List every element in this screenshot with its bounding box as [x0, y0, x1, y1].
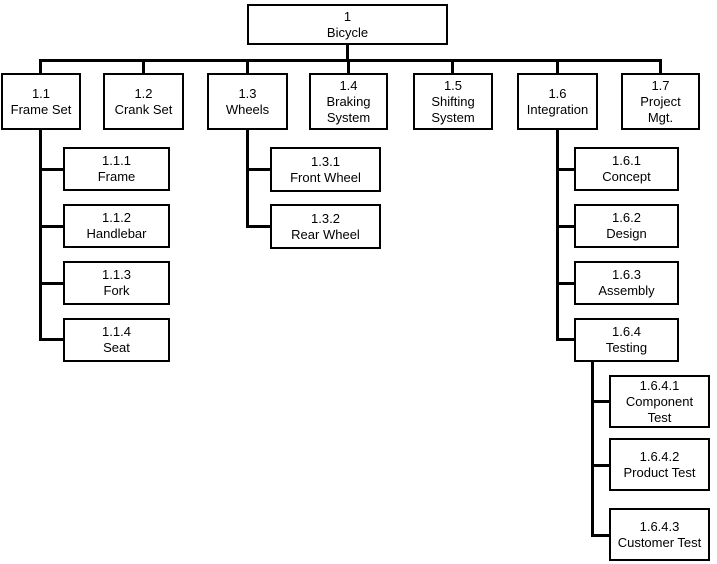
connector-stub-1-6-1: [556, 168, 574, 171]
wbs-node-1-3-1-code: 1.3.1: [311, 153, 340, 169]
wbs-node-1-5: 1.5 Shifting System: [413, 73, 493, 130]
wbs-node-1-6-2-code: 1.6.2: [612, 210, 641, 225]
connector-stub-1-6: [556, 59, 559, 73]
connector-stub-1-6-3: [556, 282, 574, 285]
wbs-node-1-6-4-2: 1.6.4.2 Product Test: [609, 438, 710, 491]
connector-stub-1-6-4-2: [591, 464, 609, 467]
wbs-node-1-3-2-name: Rear Wheel: [291, 226, 360, 242]
connector-stub-1-1-2: [39, 225, 63, 228]
wbs-node-1-1-3: 1.1.3 Fork: [63, 261, 170, 305]
connector-stub-1-3: [246, 59, 249, 73]
connector-stub-1-1-4: [39, 338, 63, 341]
wbs-node-1-5-name: Shifting System: [431, 93, 475, 125]
wbs-node-1-6-name: Integration: [526, 101, 589, 117]
wbs-node-1-4-code: 1.4: [339, 77, 358, 93]
wbs-node-1-7-code: 1.7: [651, 77, 670, 93]
wbs-node-1-2-code: 1.2: [134, 85, 153, 101]
connector-stub-1-3-1: [246, 168, 270, 171]
wbs-node-1-1-2-name: Handlebar: [86, 226, 147, 241]
wbs-node-1: 1 Bicycle: [247, 4, 448, 45]
connector-stub-1-1-3: [39, 282, 63, 285]
wbs-node-1-3-code: 1.3: [238, 85, 257, 101]
wbs-node-1-6-3-name: Assembly: [598, 283, 655, 298]
wbs-node-1-1-2-code: 1.1.2: [102, 210, 131, 225]
wbs-node-1-4: 1.4 Braking System: [309, 73, 388, 130]
wbs-node-1-6-3: 1.6.3 Assembly: [574, 261, 679, 305]
wbs-node-1-6-code: 1.6: [548, 85, 567, 101]
wbs-node-1-1-1-name: Frame: [97, 169, 136, 184]
wbs-node-1-6-2-name: Design: [606, 226, 647, 241]
wbs-node-1-3-2: 1.3.2 Rear Wheel: [270, 204, 381, 249]
wbs-node-1-3: 1.3 Wheels: [207, 73, 288, 130]
wbs-node-1-3-1-name: Front Wheel: [290, 169, 361, 185]
wbs-node-1-3-1: 1.3.1 Front Wheel: [270, 147, 381, 192]
connector-stub-1-6-4-1: [591, 400, 609, 403]
wbs-node-1-6-4-2-name: Product Test: [623, 464, 696, 480]
wbs-node-1-1-3-name: Fork: [103, 283, 130, 298]
connector-stub-1-6-4: [556, 338, 574, 341]
wbs-node-1-6-1-name: Concept: [602, 169, 651, 184]
connector-trunk-1-6: [556, 130, 559, 341]
wbs-node-1-1-name: Frame Set: [10, 101, 72, 117]
wbs-node-1-5-code: 1.5: [443, 77, 463, 93]
wbs-node-1-7: 1.7 Project Mgt.: [621, 73, 700, 130]
wbs-node-1-3-name: Wheels: [225, 101, 270, 117]
wbs-node-1-1: 1.1 Frame Set: [1, 73, 81, 130]
wbs-node-1-6-4: 1.6.4 Testing: [574, 318, 679, 362]
wbs-node-1-4-name: Braking System: [326, 93, 371, 125]
wbs-node-1-1-code: 1.1: [31, 85, 51, 101]
connector-stub-1-3-2: [246, 225, 270, 228]
wbs-node-1-1-2: 1.1.2 Handlebar: [63, 204, 170, 248]
wbs-node-1-name: Bicycle: [326, 24, 369, 40]
wbs-node-1-3-2-code: 1.3.2: [311, 210, 340, 226]
wbs-node-1-2: 1.2 Crank Set: [103, 73, 184, 130]
connector-stub-1-5: [451, 59, 454, 73]
wbs-node-1-1-3-code: 1.1.3: [102, 267, 131, 282]
wbs-node-1-6-4-3-code: 1.6.4.3: [639, 518, 680, 534]
connector-root-trunk: [346, 45, 349, 61]
wbs-node-1-6-2: 1.6.2 Design: [574, 204, 679, 248]
wbs-node-1-6-4-code: 1.6.4: [612, 324, 641, 339]
connector-stub-1-2: [142, 59, 145, 73]
wbs-node-1-1-1-code: 1.1.1: [102, 153, 131, 168]
wbs-node-1-7-name: Project Mgt.: [640, 93, 681, 125]
wbs-node-1-6-1-code: 1.6.1: [612, 153, 641, 168]
wbs-node-1-6-3-code: 1.6.3: [612, 267, 641, 282]
wbs-node-1-6-1: 1.6.1 Concept: [574, 147, 679, 191]
wbs-node-1-1-4: 1.1.4 Seat: [63, 318, 170, 362]
connector-stub-1-1: [39, 59, 42, 73]
wbs-node-1-2-name: Crank Set: [114, 101, 173, 117]
connector-trunk-1-1: [39, 130, 42, 341]
wbs-node-1-6-4-2-code: 1.6.4.2: [639, 448, 680, 464]
wbs-node-1-code: 1: [343, 8, 352, 24]
connector-level2-rail: [39, 59, 662, 62]
connector-stub-1-7: [659, 59, 662, 73]
connector-stub-1-4: [347, 59, 350, 73]
wbs-node-1-6-4-3: 1.6.4.3 Customer Test: [609, 508, 710, 561]
wbs-node-1-6-4-1-name: Component Test: [625, 393, 694, 425]
connector-stub-1-6-2: [556, 225, 574, 228]
connector-stub-1-6-4-3: [591, 534, 609, 537]
wbs-node-1-6-4-1: 1.6.4.1 Component Test: [609, 375, 710, 428]
connector-stub-1-1-1: [39, 168, 63, 171]
wbs-node-1-1-4-name: Seat: [103, 340, 130, 355]
wbs-node-1-6-4-name: Testing: [605, 340, 648, 355]
wbs-node-1-6: 1.6 Integration: [517, 73, 598, 130]
connector-trunk-1-6-4: [591, 362, 594, 537]
wbs-node-1-1-1: 1.1.1 Frame: [63, 147, 170, 191]
wbs-node-1-6-4-3-name: Customer Test: [617, 534, 702, 550]
wbs-node-1-1-4-code: 1.1.4: [102, 324, 131, 339]
wbs-node-1-6-4-1-code: 1.6.4.1: [639, 377, 680, 393]
connector-trunk-1-3: [246, 130, 249, 228]
